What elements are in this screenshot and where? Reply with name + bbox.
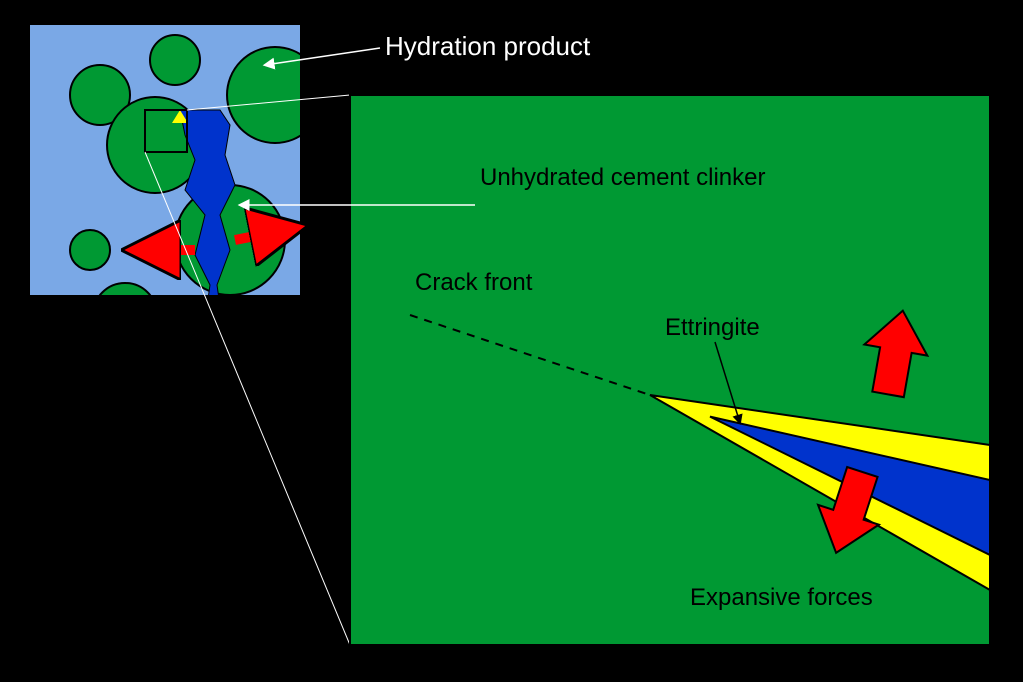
clinker-particle [175,185,285,295]
ettringite-label: Ettringite [665,314,760,341]
unhydrated-clinker-label: Unhydrated cement clinker [480,164,765,191]
clinker-particle [150,35,200,85]
diagram-root: Hydration product Unhydrated cement clin… [0,0,1023,682]
clinker-particle [70,230,110,270]
hydration-product-label: Hydration product [385,31,591,61]
crack-front-label: Crack front [415,269,533,296]
expansive-forces-label: Expansive forces [690,584,873,611]
